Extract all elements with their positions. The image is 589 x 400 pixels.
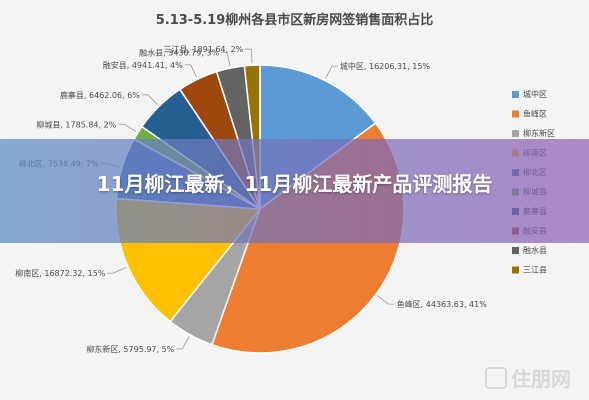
legend-swatch-9 — [512, 266, 519, 274]
chart-title: 5.13-5.19柳州各县市区新房网签销售面积占比 — [155, 13, 434, 28]
leader-line-5 — [118, 123, 137, 133]
data-label-7: 融安县, 4941.41, 4% — [103, 60, 183, 70]
headline-banner — [0, 139, 589, 243]
legend-label-8: 融水县 — [523, 245, 547, 255]
leader-line-2 — [176, 336, 190, 350]
data-label-8: 融水县, 3430.79, 3% — [139, 47, 219, 57]
watermark-logo-icon — [485, 366, 507, 389]
leader-line-7 — [184, 64, 198, 78]
legend-swatch-2 — [512, 130, 519, 137]
data-label-6: 鹿寨县, 6462.06, 6% — [60, 90, 140, 100]
leader-line-3 — [107, 267, 127, 274]
leader-line-9 — [245, 48, 253, 64]
leader-line-0 — [325, 65, 338, 79]
data-label-9: 三江县, 1891.64, 2% — [163, 45, 243, 54]
data-label-0: 城中区, 16206.31, 15% — [340, 61, 431, 71]
legend-label-1: 鱼峰区 — [523, 109, 547, 119]
watermark: 住朋网 — [485, 363, 571, 392]
data-label-5: 柳城县, 1785.84, 2% — [36, 119, 116, 129]
watermark-text: 住朋网 — [511, 367, 571, 391]
legend-label-9: 三江县 — [523, 266, 547, 275]
legend-swatch-1 — [512, 110, 519, 118]
leader-line-6 — [141, 94, 159, 106]
legend-swatch-8 — [512, 247, 519, 254]
data-label-3: 柳南区, 16872.32, 15% — [15, 268, 106, 278]
legend-label-2: 柳东新区 — [523, 128, 555, 138]
leader-line-1 — [377, 295, 395, 305]
legend-swatch-0 — [512, 91, 519, 98]
leader-line-8 — [221, 52, 231, 67]
article-headline: 11月柳江最新，11月柳江最新产品评测报告 — [96, 172, 493, 196]
legend-label-0: 城中区 — [523, 89, 547, 99]
data-label-2: 柳东新区, 5795.97, 5% — [86, 344, 174, 354]
data-label-1: 鱼峰区, 44363.63, 41% — [397, 299, 488, 309]
